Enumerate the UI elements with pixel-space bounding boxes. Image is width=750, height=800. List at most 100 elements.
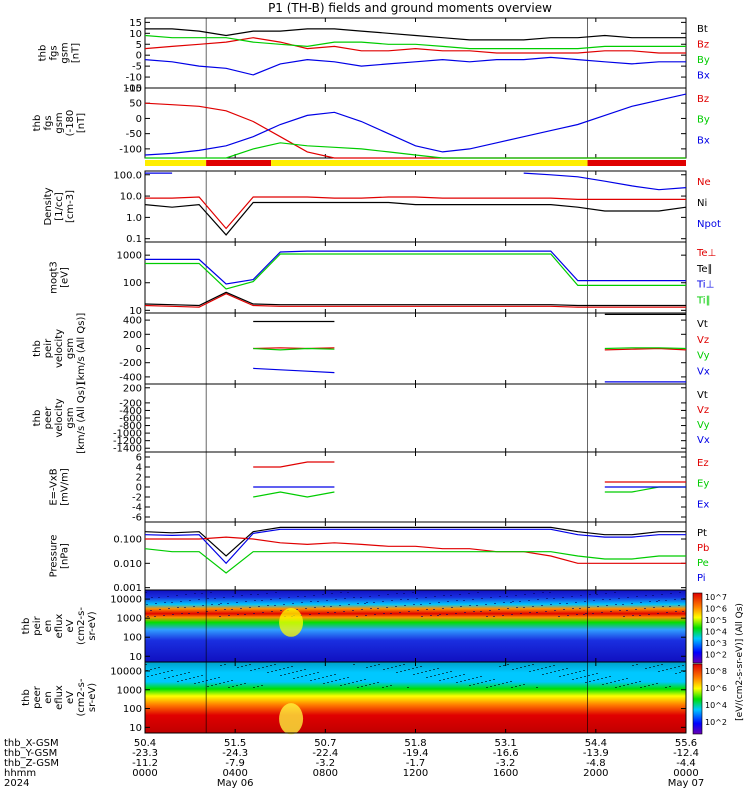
noise-dot (347, 592, 349, 593)
noise-dot (464, 680, 466, 681)
noise-dot (407, 599, 409, 600)
noise-dot (184, 607, 186, 608)
noise-dot (645, 595, 647, 596)
noise-dot (417, 673, 419, 674)
noise-dot (171, 602, 173, 603)
y-tick-label: -800 (119, 421, 142, 432)
noise-dot (310, 680, 312, 681)
y-label-line: [nT] (71, 43, 82, 63)
colorbar-tick: 10^6 (705, 605, 727, 614)
y-tick-label: 0 (136, 483, 142, 494)
y-tick-label: 0 (136, 344, 142, 355)
noise-dot (678, 605, 680, 606)
noise-dot (172, 676, 174, 677)
noise-dot (683, 671, 685, 672)
series-efield-ey (253, 486, 686, 498)
noise-dot (330, 675, 332, 676)
noise-dot (658, 671, 660, 672)
noise-dot (334, 674, 336, 675)
panel-frame (144, 383, 687, 453)
orbit-value: -1.7 (406, 758, 426, 769)
y-tick-label: 100 (123, 278, 142, 289)
noise-dot (339, 679, 341, 680)
y-tick-label: 5 (136, 40, 142, 51)
noise-dot (327, 682, 329, 683)
noise-dot (537, 599, 539, 600)
orbit-value: -11.2 (132, 758, 158, 769)
noise-dot (373, 602, 375, 603)
y-tick-label: 1.0 (126, 213, 142, 224)
noise-dot (271, 611, 273, 612)
series-fgs-spin-by (145, 142, 686, 159)
noise-dot (228, 687, 230, 688)
noise-dot (413, 604, 415, 605)
noise-dot (661, 664, 663, 665)
noise-dot (459, 675, 461, 676)
noise-dot (353, 597, 355, 598)
y-label-line: eflux (54, 685, 65, 710)
noise-dot (147, 616, 149, 617)
noise-dot (575, 672, 577, 673)
colorbar-tick: 10^2 (705, 651, 727, 660)
noise-dot (151, 675, 153, 676)
noise-dot (506, 682, 508, 683)
y-tick-label: 0 (136, 114, 142, 125)
noise-dot (250, 594, 252, 595)
noise-dot (377, 608, 379, 609)
series-fgs-bx (144, 56, 686, 76)
noise-dot (417, 610, 419, 611)
orbit-value: 50.4 (134, 738, 156, 749)
noise-dot (506, 596, 508, 597)
noise-dot (374, 665, 376, 666)
y-label-line: eV (65, 691, 76, 704)
noise-dot (472, 678, 474, 679)
noise-dot (317, 672, 319, 673)
noise-dot (614, 681, 616, 682)
colorbar-tick: 10^5 (705, 616, 727, 625)
noise-dot (343, 678, 345, 679)
noise-dot (636, 596, 638, 597)
noise-dot (257, 594, 259, 595)
y-tick-label: 2 (136, 473, 142, 484)
noise-dot (185, 679, 187, 680)
noise-dot (215, 684, 217, 685)
spectrogram-peer-spec (145, 662, 686, 733)
noise-dot (408, 611, 410, 612)
noise-dot (632, 615, 634, 616)
noise-dot (490, 686, 492, 687)
noise-dot (627, 597, 629, 598)
y-label-line: sr-eV) (87, 683, 98, 712)
noise-dot (267, 672, 269, 673)
noise-dot (541, 605, 543, 606)
noise-dot (674, 599, 676, 600)
year-label: 2024 (4, 778, 29, 789)
series-density-ne (145, 196, 686, 230)
noise-dot (631, 683, 633, 684)
colorbar-tick: 10^7 (705, 593, 727, 602)
noise-dot (438, 674, 440, 675)
noise-dot (645, 668, 647, 669)
noise-dot (636, 664, 638, 665)
legend-bx: Bx (697, 135, 710, 146)
y-tick-label: 1000 (117, 614, 142, 625)
y-tick-label: 15 (129, 18, 142, 29)
noise-dot (366, 667, 368, 668)
noise-dot (352, 610, 354, 611)
legend-ti: Ti∥ (696, 295, 711, 306)
noise-dot (537, 669, 539, 670)
orbit-value: -12.4 (673, 748, 699, 759)
series-peir-vel-vt (253, 313, 686, 323)
noise-dot (546, 598, 548, 599)
noise-dot (167, 596, 169, 597)
noise-dot (181, 613, 183, 614)
noise-dot (623, 685, 625, 686)
noise-dot (198, 599, 200, 600)
noise-dot (572, 608, 574, 609)
noise-dot (463, 674, 465, 675)
noise-dot (426, 677, 428, 678)
legend-pe: Pe (697, 558, 709, 569)
y-axis-label: Pressure [nPa] (49, 535, 71, 578)
noise-dot (426, 609, 428, 610)
noise-dot (404, 605, 406, 606)
y-label-line: en (43, 691, 54, 704)
